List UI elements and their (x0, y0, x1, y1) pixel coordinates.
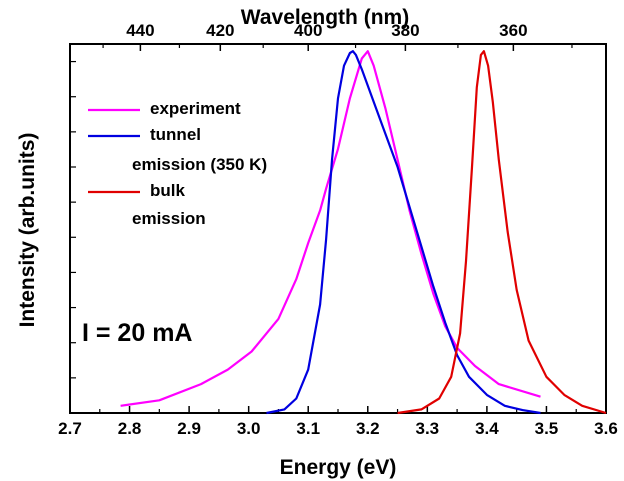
legend-label: bulk (150, 181, 185, 200)
x-tick-label: 3.0 (237, 419, 261, 438)
top-tick-label: 380 (391, 21, 419, 40)
top-tick-label: 400 (294, 21, 322, 40)
top-tick-label: 360 (499, 21, 527, 40)
current-annotation: I = 20 mA (82, 319, 192, 347)
x-tick-label: 3.5 (535, 419, 559, 438)
x-tick-label: 3.4 (475, 419, 499, 438)
series-line-1 (266, 50, 541, 415)
x-tick-label: 2.9 (177, 419, 201, 438)
x-tick-label: 3.2 (356, 419, 380, 438)
legend-label: emission (350 K) (132, 155, 267, 174)
x-tick-label: 2.8 (118, 419, 142, 438)
y-axis-title: Intensity (arb.units) (16, 133, 39, 328)
legend-label: tunnel (150, 125, 201, 144)
left-axis-ticks (70, 60, 76, 379)
series-layer (120, 50, 607, 415)
series-line-2 (397, 50, 607, 415)
x-tick-label: 3.6 (594, 419, 618, 438)
legend-label: experiment (150, 99, 241, 118)
x-tick-label: 2.7 (58, 419, 82, 438)
top-tick-label: 440 (126, 21, 154, 40)
bottom-axis-ticks: 2.7 2.8 2.9 3.0 3.1 3.2 3.3 3.4 3.5 3.6 (58, 406, 618, 438)
top-axis-ticks: 440 420 400 380 360 (102, 21, 573, 51)
legend-label: emission (132, 209, 206, 228)
series-line-0 (120, 50, 541, 407)
x-tick-label: 3.1 (296, 419, 320, 438)
legend: experiment tunnel emission (350 K) bulk emis… (88, 99, 267, 228)
top-tick-label: 420 (206, 21, 234, 40)
x-tick-label: 3.3 (416, 419, 440, 438)
x-axis-title: Energy (eV) (280, 456, 397, 479)
top-axis-title: Wavelength (nm) (241, 6, 409, 29)
